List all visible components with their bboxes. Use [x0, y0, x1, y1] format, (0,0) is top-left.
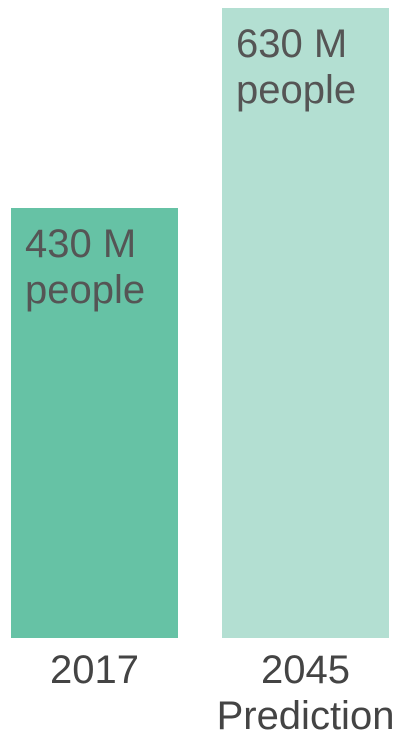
bars-layer	[11, 8, 389, 638]
x-tick-label-2045: 2045 Prediction	[217, 648, 395, 737]
bar-2045	[222, 8, 389, 638]
x-tick-labels-layer: 2017 2045 Prediction	[50, 648, 394, 737]
bar-2017	[11, 208, 178, 638]
x-tick-label-2017: 2017	[50, 648, 139, 692]
